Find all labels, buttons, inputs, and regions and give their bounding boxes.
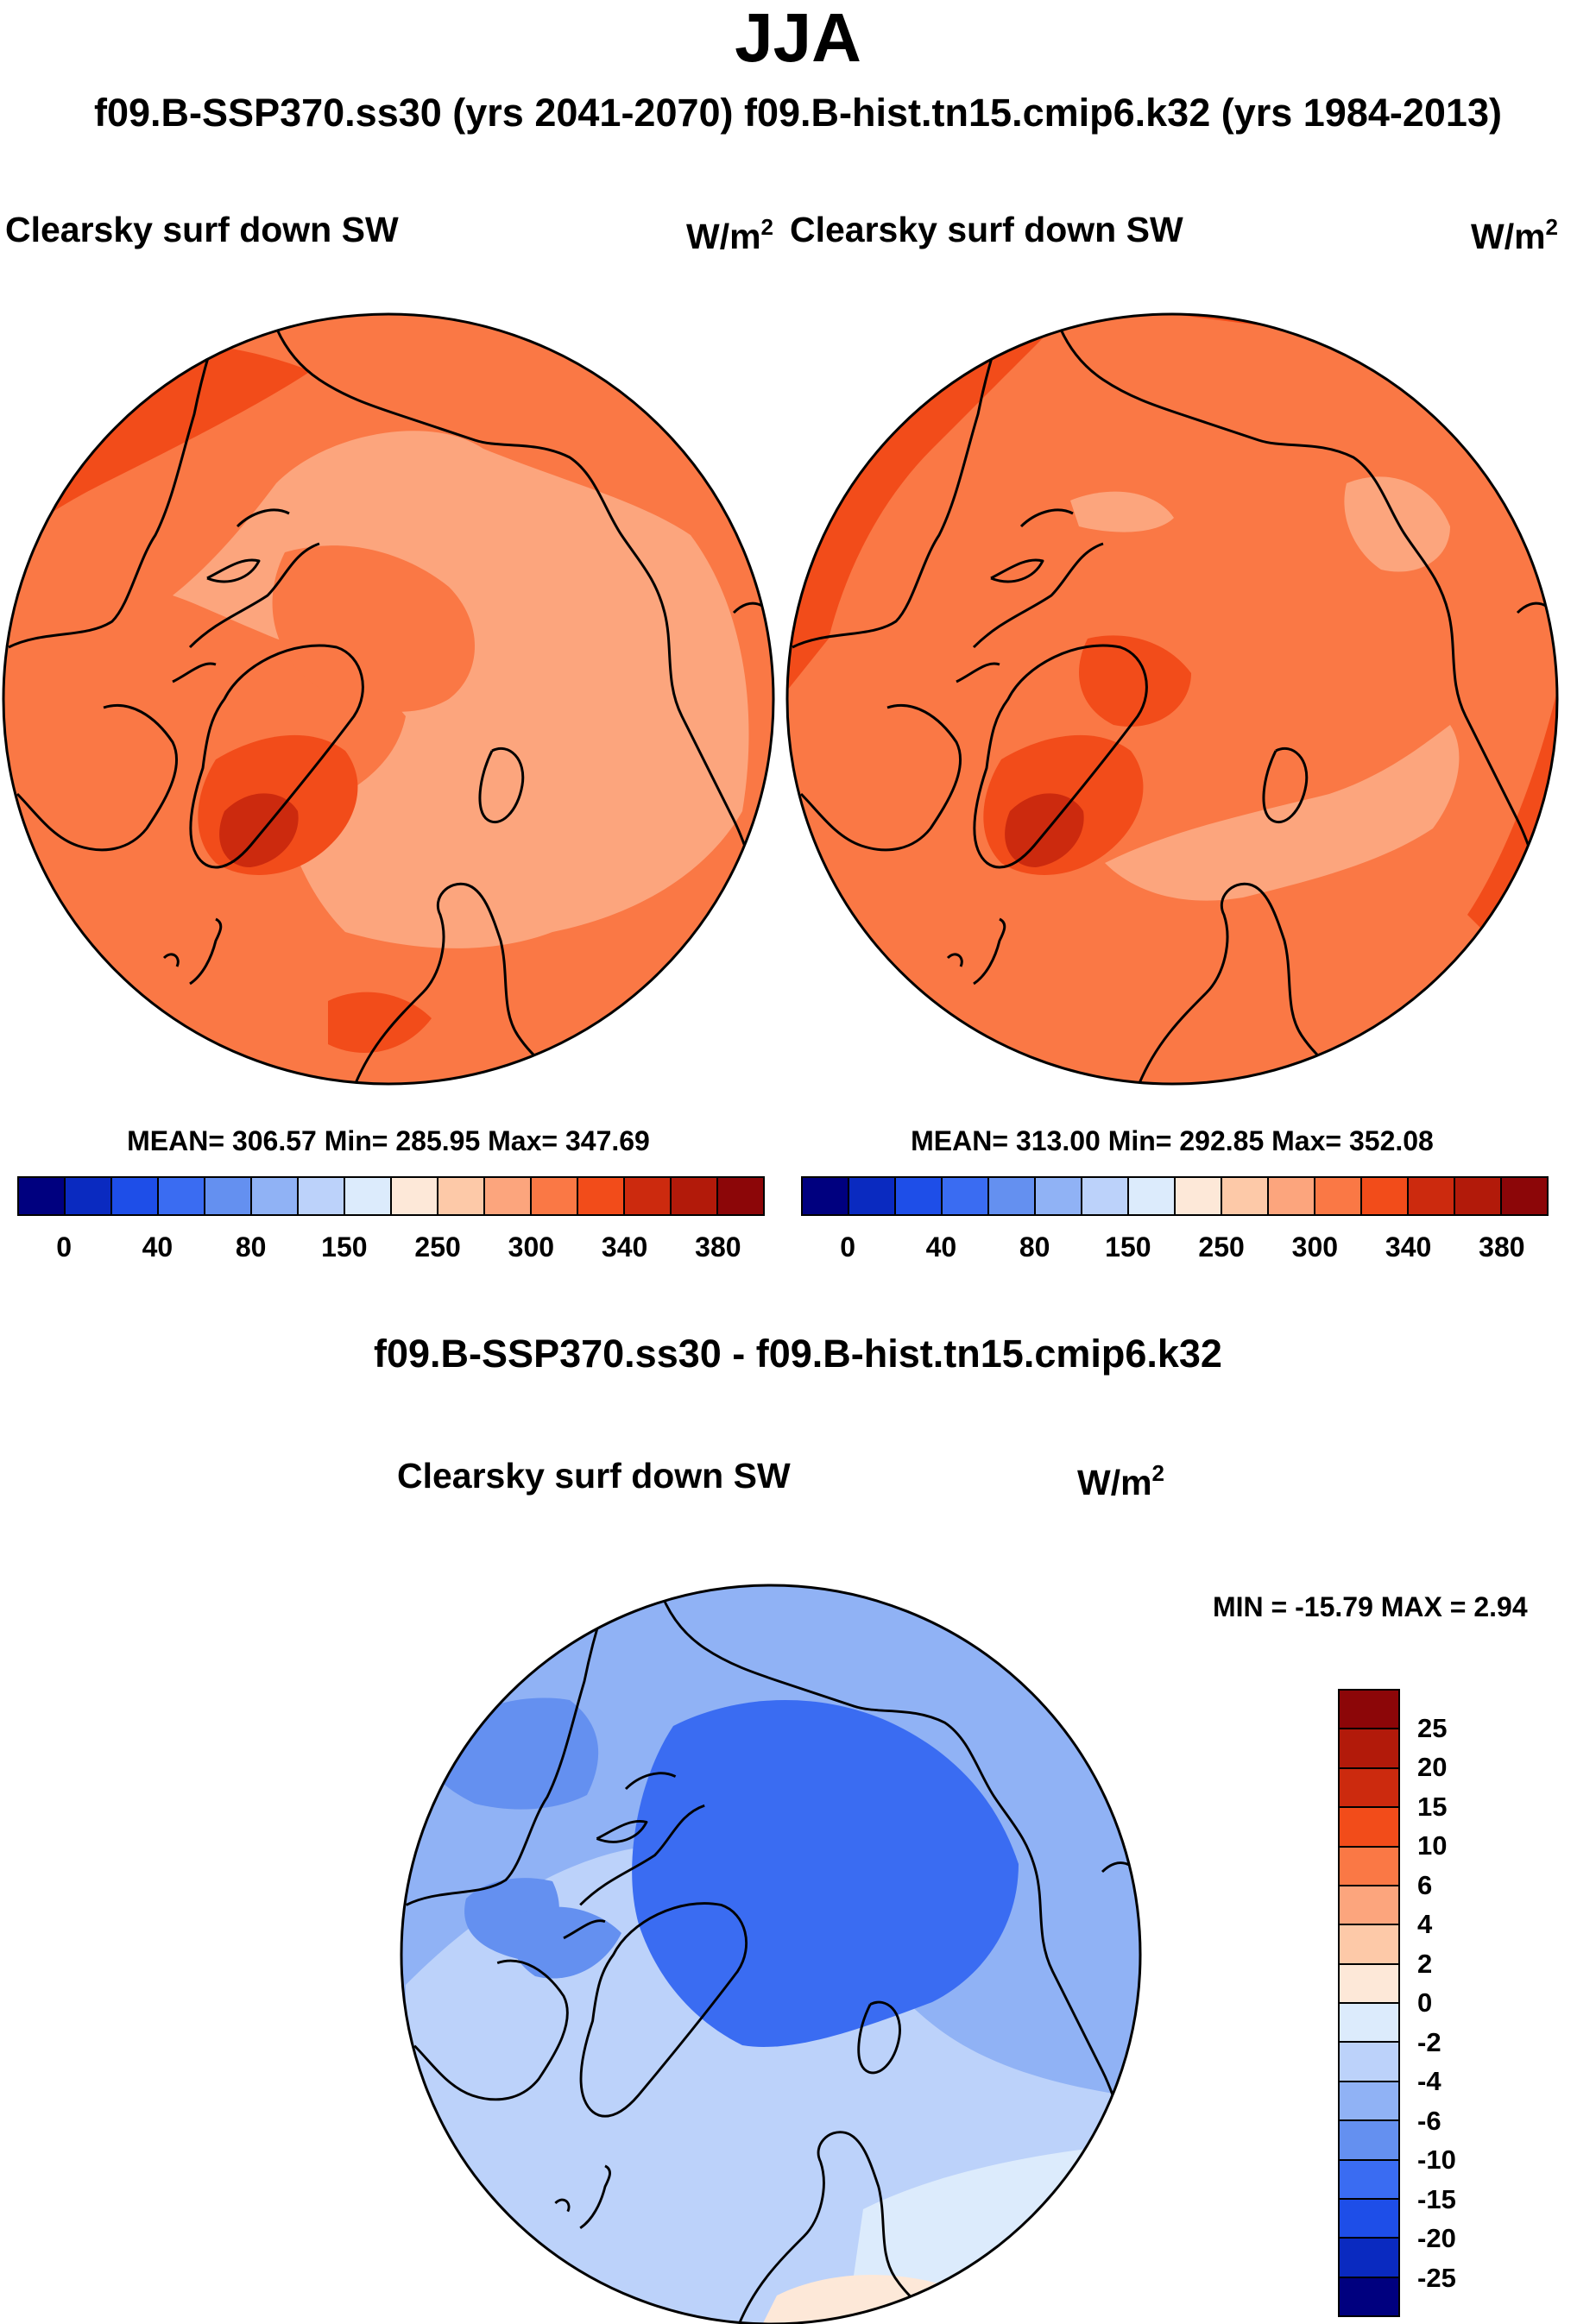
right-colorbar <box>801 1176 1549 1216</box>
difference-colorbar-tick-label: -25 <box>1417 2262 1456 2293</box>
difference-colorbar-tick-label: 6 <box>1417 1869 1433 1900</box>
difference-colorbar-tick-label: 10 <box>1417 1830 1448 1861</box>
difference-colorbar-swatch-7 <box>1340 1964 1398 2004</box>
right-colorbar-swatch-14 <box>1455 1178 1502 1214</box>
right-colorbar-swatch-10 <box>1269 1178 1315 1214</box>
right-colorbar-swatch-5 <box>1036 1178 1082 1214</box>
difference-colorbar-tick-label: -6 <box>1417 2105 1441 2136</box>
left-panel-stats: MEAN= 306.57 Min= 285.95 Max= 347.69 <box>127 1125 650 1156</box>
difference-colorbar-swatch-2 <box>1340 1768 1398 1809</box>
right-colorbar-tick-label: 0 <box>840 1231 856 1263</box>
left-colorbar-tick-label: 380 <box>695 1231 741 1263</box>
difference-map <box>400 1584 1142 2324</box>
difference-colorbar-tick-label: 0 <box>1417 1987 1433 2018</box>
difference-colorbar-swatch-5 <box>1340 1886 1398 1926</box>
right-colorbar-swatch-15 <box>1502 1178 1547 1214</box>
difference-colorbar-tick-label: -10 <box>1417 2145 1456 2175</box>
left-colorbar-swatch-0 <box>19 1178 66 1214</box>
difference-colorbar-swatch-1 <box>1340 1729 1398 1769</box>
left-panel-units: W/m2 <box>686 214 774 256</box>
left-colorbar-tick-label: 0 <box>56 1231 73 1263</box>
left-colorbar-swatch-2 <box>112 1178 159 1214</box>
difference-colorbar-swatch-12 <box>1340 2160 1398 2200</box>
difference-colorbar-tick-label: 4 <box>1417 1909 1433 1939</box>
difference-colorbar-swatch-15 <box>1340 2277 1398 2315</box>
difference-colorbar-tick-label: -20 <box>1417 2223 1456 2253</box>
difference-panel-title: Clearsky surf down SW <box>397 1456 791 1496</box>
right-colorbar-tick-label: 40 <box>925 1231 957 1263</box>
right-colorbar-swatch-13 <box>1409 1178 1455 1214</box>
difference-colorbar-swatch-10 <box>1340 2082 1398 2122</box>
left-colorbar-swatch-4 <box>205 1178 252 1214</box>
right-colorbar-tick-label: 150 <box>1105 1231 1151 1263</box>
difference-colorbar-tick-label: -4 <box>1417 2066 1441 2096</box>
difference-colorbar-tick-label: 20 <box>1417 1752 1448 1782</box>
difference-title: f09.B-SSP370.ss30 - f09.B-hist.tn15.cmip… <box>374 1332 1222 1376</box>
figure-subtitle: f09.B-SSP370.ss30 (yrs 2041-2070) f09.B-… <box>94 91 1502 135</box>
difference-colorbar-tick-label: -15 <box>1417 2183 1456 2214</box>
difference-panel-units: W/m2 <box>1077 1460 1165 1502</box>
left-colorbar-swatch-10 <box>485 1178 532 1214</box>
difference-colorbar-tick-label: 15 <box>1417 1791 1448 1822</box>
difference-colorbar-tick-label: 25 <box>1417 1712 1448 1743</box>
left-colorbar-swatch-14 <box>672 1178 718 1214</box>
difference-colorbar-tick-label: 2 <box>1417 1948 1433 1979</box>
left-colorbar-swatch-7 <box>345 1178 392 1214</box>
left-colorbar-tick-label: 300 <box>508 1231 555 1263</box>
right-colorbar-tick-label: 250 <box>1198 1231 1245 1263</box>
right-colorbar-swatch-2 <box>896 1178 943 1214</box>
right-colorbar-swatch-0 <box>803 1178 849 1214</box>
right-panel-units: W/m2 <box>1471 214 1559 256</box>
difference-colorbar <box>1338 1689 1400 2317</box>
right-colorbar-swatch-8 <box>1176 1178 1222 1214</box>
left-colorbar <box>17 1176 765 1216</box>
left-colorbar-swatch-5 <box>252 1178 299 1214</box>
left-map <box>2 312 775 1086</box>
right-colorbar-swatch-12 <box>1362 1178 1409 1214</box>
left-colorbar-tick-label: 40 <box>142 1231 173 1263</box>
left-colorbar-tick-label: 150 <box>321 1231 368 1263</box>
difference-minmax: MIN = -15.79 MAX = 2.94 <box>1213 1591 1528 1622</box>
left-colorbar-swatch-8 <box>392 1178 438 1214</box>
left-panel-title: Clearsky surf down SW <box>5 210 399 249</box>
right-colorbar-swatch-4 <box>989 1178 1036 1214</box>
difference-colorbar-swatch-14 <box>1340 2239 1398 2278</box>
left-colorbar-swatch-6 <box>299 1178 345 1214</box>
left-colorbar-tick-label: 250 <box>414 1231 461 1263</box>
right-panel-title: Clearsky surf down SW <box>790 210 1183 249</box>
right-colorbar-tick-label: 300 <box>1291 1231 1339 1263</box>
left-colorbar-swatch-12 <box>578 1178 625 1214</box>
right-map <box>785 312 1559 1086</box>
difference-colorbar-swatch-0 <box>1340 1691 1398 1730</box>
right-colorbar-swatch-3 <box>943 1178 989 1214</box>
difference-colorbar-swatch-3 <box>1340 1808 1398 1848</box>
right-colorbar-swatch-6 <box>1082 1178 1129 1214</box>
left-colorbar-swatch-9 <box>438 1178 485 1214</box>
difference-colorbar-swatch-4 <box>1340 1847 1398 1886</box>
right-colorbar-tick-label: 80 <box>1019 1231 1050 1263</box>
difference-colorbar-tick-label: -2 <box>1417 2026 1441 2057</box>
right-panel-stats: MEAN= 313.00 Min= 292.85 Max= 352.08 <box>911 1125 1434 1156</box>
left-colorbar-tick-label: 80 <box>235 1231 267 1263</box>
left-colorbar-swatch-3 <box>159 1178 205 1214</box>
right-colorbar-swatch-7 <box>1129 1178 1176 1214</box>
difference-colorbar-swatch-8 <box>1340 2004 1398 2044</box>
right-colorbar-tick-label: 380 <box>1479 1231 1525 1263</box>
right-colorbar-swatch-1 <box>849 1178 896 1214</box>
left-colorbar-tick-label: 340 <box>601 1231 648 1263</box>
figure-title: JJA <box>735 0 861 76</box>
left-colorbar-swatch-1 <box>66 1178 112 1214</box>
right-colorbar-tick-label: 340 <box>1385 1231 1432 1263</box>
left-colorbar-swatch-15 <box>718 1178 763 1214</box>
left-colorbar-swatch-11 <box>532 1178 578 1214</box>
right-colorbar-swatch-11 <box>1315 1178 1362 1214</box>
difference-colorbar-swatch-6 <box>1340 1925 1398 1965</box>
left-colorbar-swatch-13 <box>625 1178 672 1214</box>
difference-colorbar-swatch-11 <box>1340 2121 1398 2161</box>
right-colorbar-swatch-9 <box>1222 1178 1269 1214</box>
difference-colorbar-swatch-13 <box>1340 2199 1398 2239</box>
difference-colorbar-swatch-9 <box>1340 2043 1398 2082</box>
